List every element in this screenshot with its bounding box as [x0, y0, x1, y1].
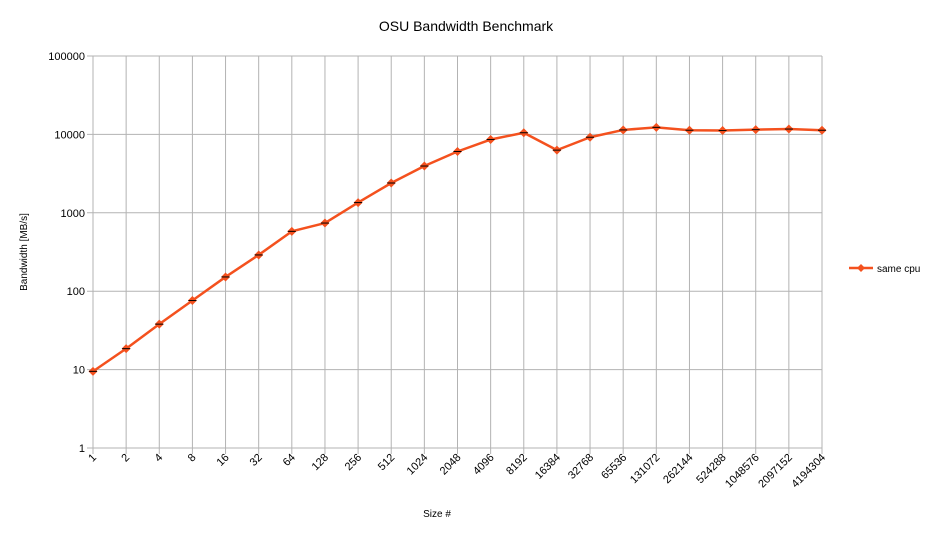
y-tick-label: 1	[79, 443, 85, 455]
x-tick-label: 262144	[661, 452, 695, 486]
x-tick-label: 16	[215, 452, 232, 469]
y-tick-label: 10	[73, 365, 85, 377]
x-tick-label: 1024	[405, 452, 431, 478]
chart-title: OSU Bandwidth Benchmark	[379, 18, 554, 34]
x-tick-label: 1048576	[723, 452, 762, 491]
x-tick-label: 8192	[504, 452, 530, 478]
legend-label: same cpu	[877, 264, 920, 275]
x-tick-label: 32768	[566, 452, 596, 482]
x-tick-label: 256	[343, 452, 364, 473]
y-axis-ticks: 1 10 100 1000 10000 100000	[48, 51, 85, 455]
x-axis-ticks: 1 2 4 8 16 32 64 128 256 512 1024 2048 4096 8192 16384…	[86, 452, 828, 491]
x-tick-label: 32	[248, 452, 265, 469]
x-tick-label: 64	[281, 452, 298, 469]
x-tick-label: 2097152	[756, 452, 795, 491]
y-tick-label: 10000	[54, 129, 85, 141]
x-tick-label: 4194304	[789, 452, 828, 491]
x-tick-label: 4096	[471, 452, 497, 478]
legend: same cpu	[849, 264, 920, 275]
x-tick-label: 2048	[438, 452, 464, 478]
x-tick-label: 128	[310, 452, 331, 473]
grid-lines	[87, 55, 823, 454]
x-tick-label: 16384	[533, 452, 563, 482]
x-tick-label: 131072	[628, 452, 662, 486]
y-tick-label: 100000	[48, 51, 85, 63]
y-tick-label: 1000	[61, 208, 85, 220]
x-tick-label: 65536	[599, 452, 629, 482]
x-tick-label: 512	[376, 452, 397, 473]
y-tick-label: 100	[67, 286, 85, 298]
legend-marker	[857, 264, 865, 272]
x-axis-title: Size #	[423, 509, 451, 520]
series-group	[88, 122, 827, 376]
y-axis-title: Bandwidth [MB/s]	[19, 213, 30, 291]
